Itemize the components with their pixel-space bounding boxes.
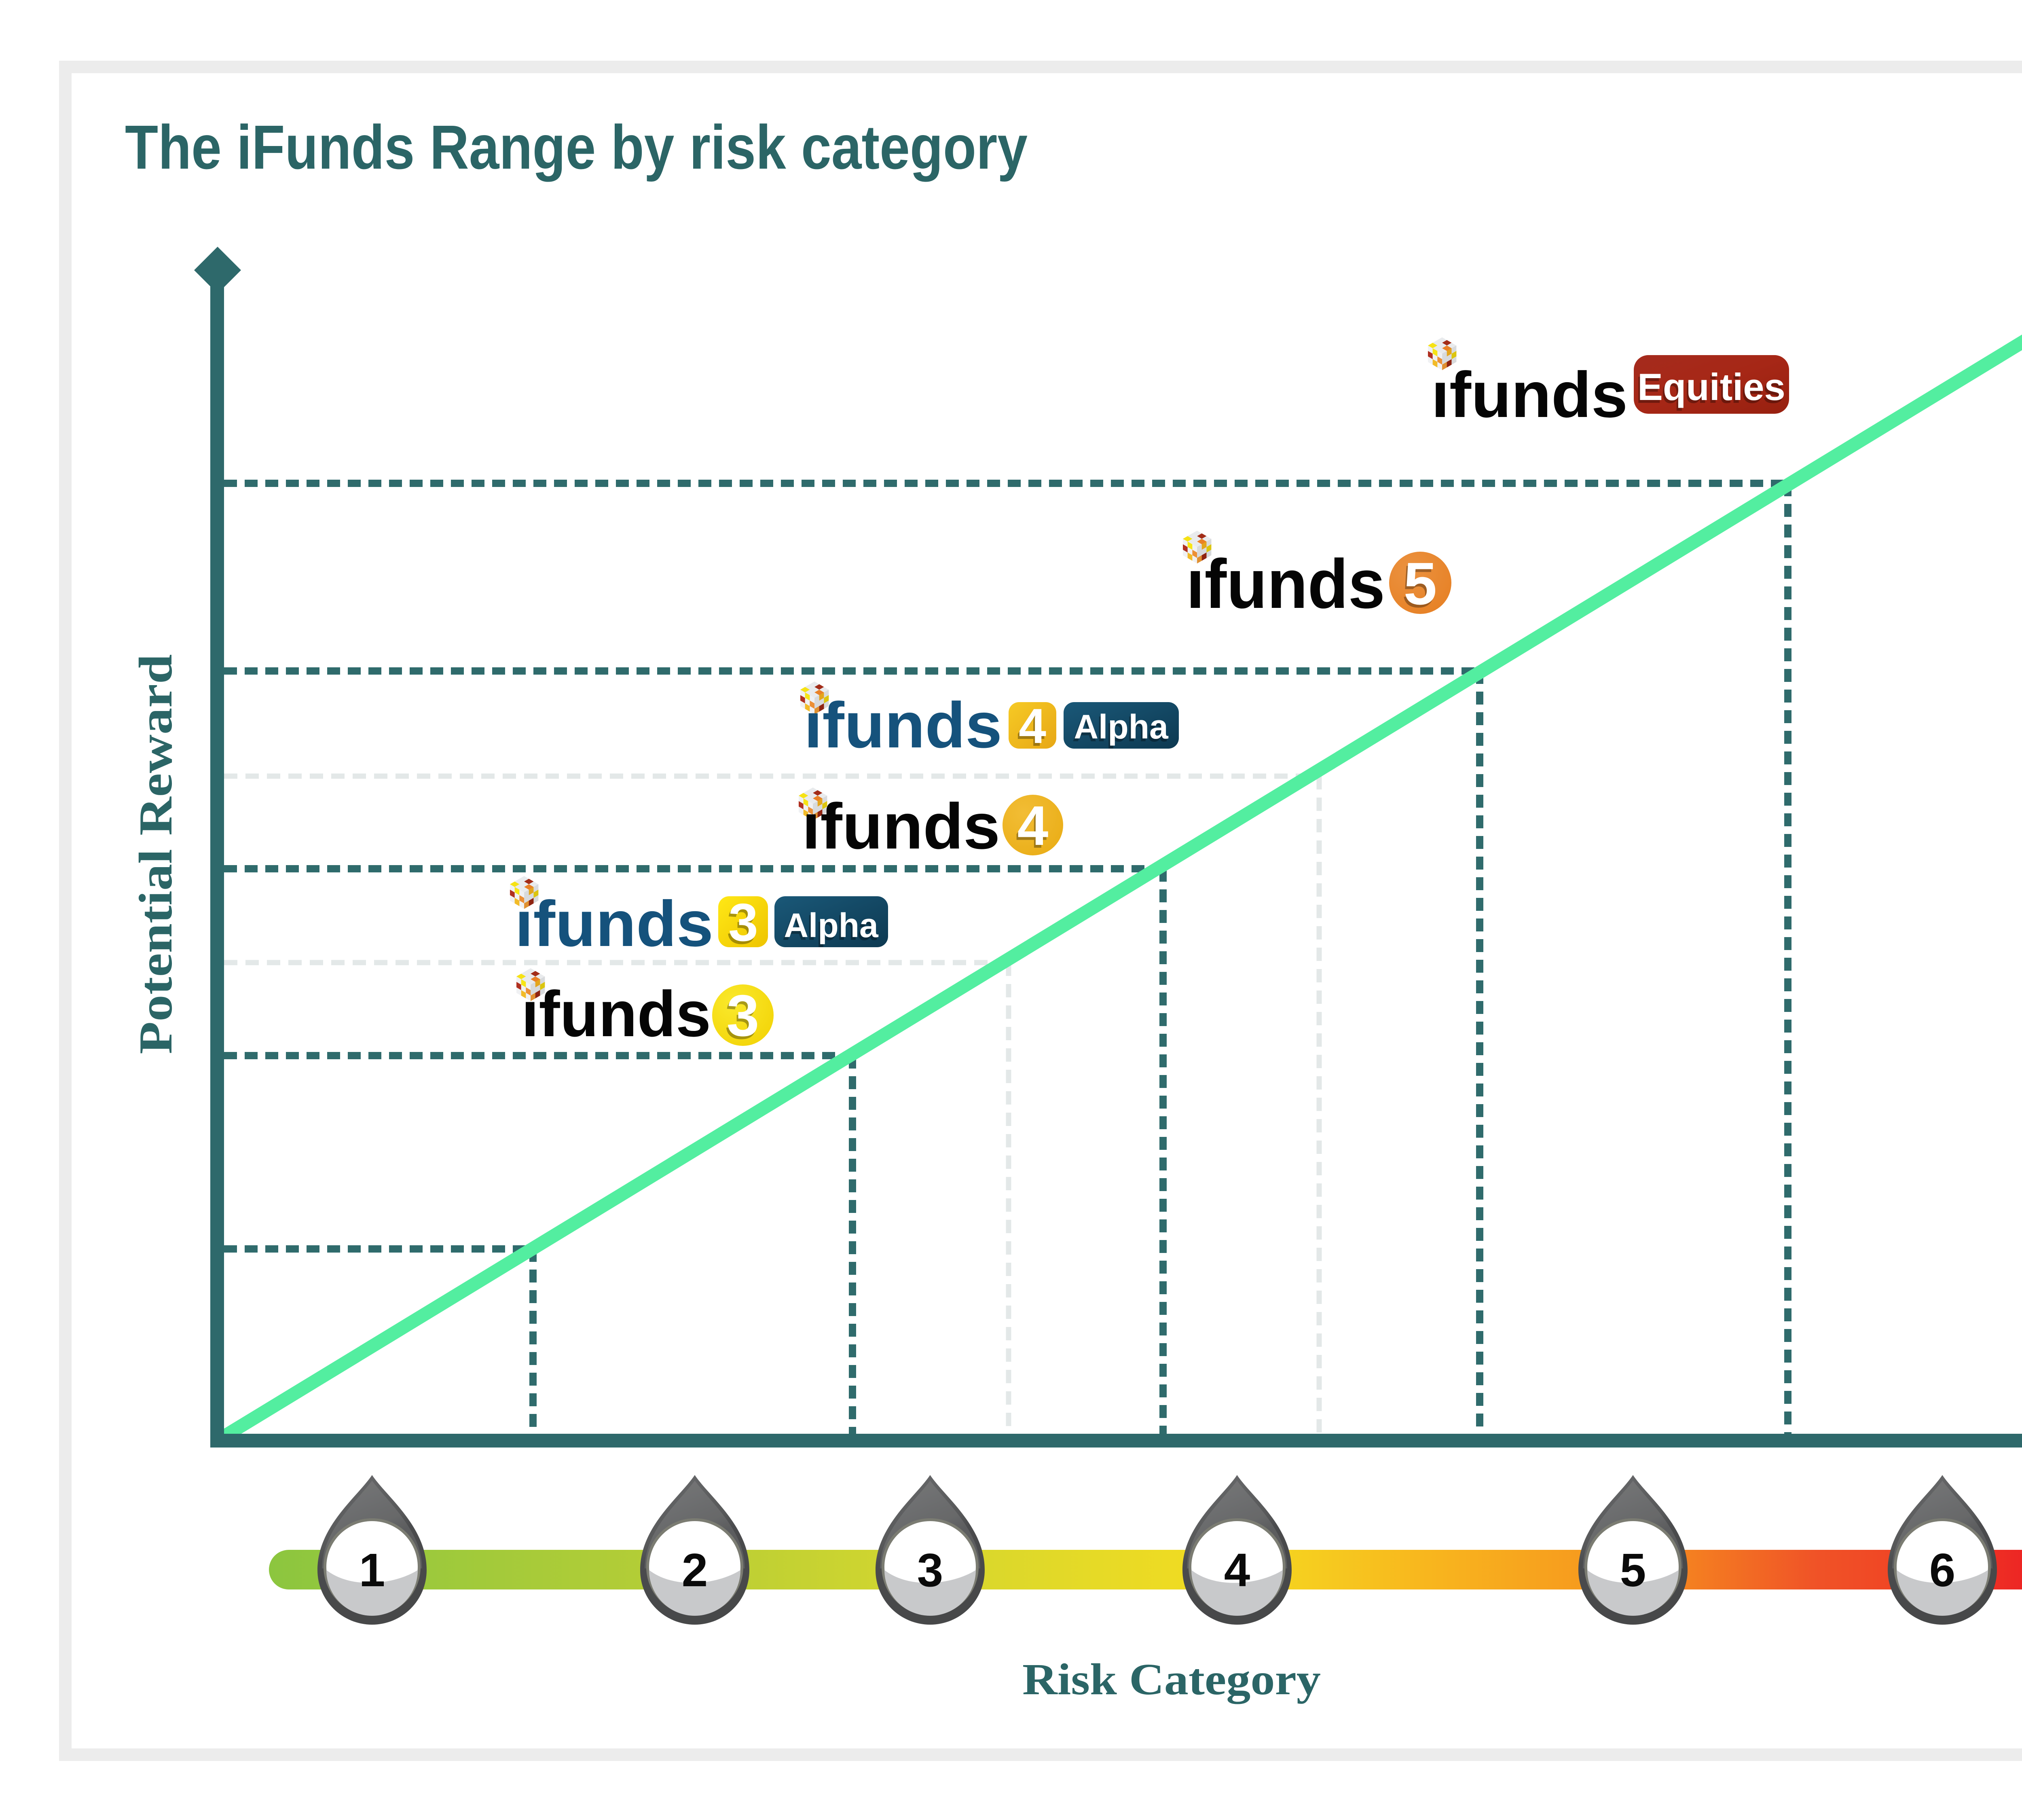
svg-text:Equities: Equities <box>1636 368 1784 411</box>
svg-text:5: 5 <box>1620 1544 1646 1596</box>
svg-text:4: 4 <box>1017 795 1049 857</box>
svg-text:2: 2 <box>682 1544 708 1596</box>
svg-text:5: 5 <box>1404 550 1437 617</box>
svg-text:Alpha: Alpha <box>1072 711 1167 749</box>
svg-text:3: 3 <box>725 986 758 1051</box>
svg-text:4: 4 <box>1017 701 1045 756</box>
svg-text:4: 4 <box>1019 698 1046 753</box>
svg-text:ıfunds: ıfunds <box>521 978 711 1050</box>
svg-text:The iFunds Range by risk categ: The iFunds Range by risk category <box>125 112 1028 182</box>
svg-text:Potential Reward: Potential Reward <box>130 654 182 1054</box>
svg-text:Alpha: Alpha <box>784 906 879 944</box>
svg-text:4: 4 <box>1016 798 1047 860</box>
svg-text:3: 3 <box>728 893 758 952</box>
svg-text:ıfunds: ıfunds <box>804 689 1002 761</box>
svg-text:1: 1 <box>359 1544 385 1596</box>
svg-text:ıfunds: ıfunds <box>1186 545 1385 623</box>
svg-text:3: 3 <box>727 895 756 955</box>
svg-text:ıfunds: ıfunds <box>802 790 1000 862</box>
svg-text:ıfunds: ıfunds <box>1431 358 1628 431</box>
svg-text:Equities: Equities <box>1637 366 1785 408</box>
svg-text:6: 6 <box>1929 1544 1956 1596</box>
svg-text:Risk Category: Risk Category <box>1022 1655 1321 1704</box>
svg-text:5: 5 <box>1402 553 1435 620</box>
svg-text:Alpha: Alpha <box>1074 708 1169 746</box>
svg-text:3: 3 <box>727 983 759 1048</box>
svg-text:3: 3 <box>917 1544 943 1596</box>
svg-text:4: 4 <box>1224 1544 1250 1596</box>
svg-text:ıfunds: ıfunds <box>515 887 713 960</box>
svg-text:Alpha: Alpha <box>782 909 877 947</box>
